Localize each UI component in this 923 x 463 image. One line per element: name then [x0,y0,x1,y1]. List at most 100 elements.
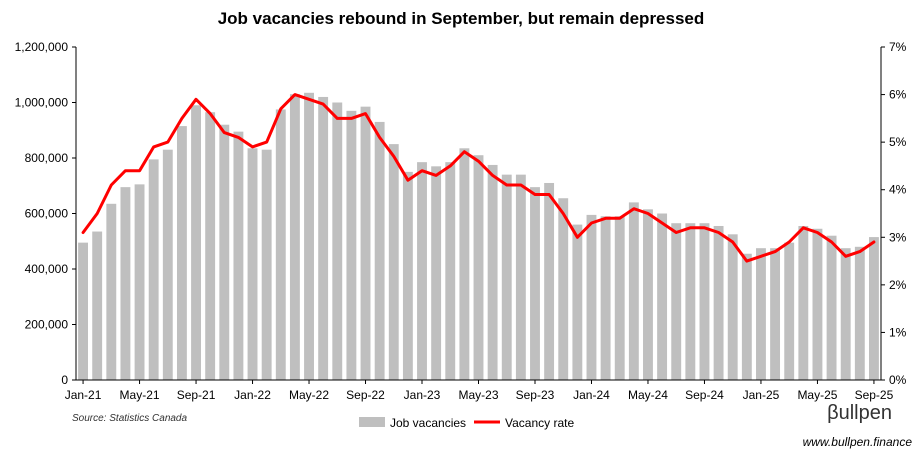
bar-jan-24 [586,214,597,380]
y-tick-label: 1,200,000 [15,40,69,54]
x-tick-label: May-22 [289,388,329,402]
x-tick-label: Jan-24 [573,388,610,402]
website-link[interactable]: www.bullpen.finance [802,435,912,449]
bar-mar-24 [614,216,625,380]
x-tick-label: Sep-25 [855,388,894,402]
bar-sep-21 [191,105,201,381]
bar-mar-21 [106,203,117,380]
bar-group [78,92,879,381]
bar-oct-23 [544,182,555,380]
bar-dec-21 [233,131,244,380]
bar-feb-21 [92,231,103,380]
x-tick-label: May-21 [120,388,160,402]
y2-tick-label: 4% [889,183,907,197]
brand-symbol: β [827,402,839,424]
axes-group: 0 200,000 400,000 600,000 800,000 1,000,000 1,… [15,40,907,402]
bar-sep-23 [530,187,540,380]
x-tick-label: Jan-25 [743,388,780,402]
bar-feb-23 [431,166,442,380]
bar-jul-22 [332,102,343,380]
x-tick-label: Sep-23 [516,388,555,402]
y2-tick-label: 6% [889,88,907,102]
bar-aug-23 [515,174,526,380]
y-tick-label: 0 [61,373,68,387]
vacancy-rate-line [81,93,876,263]
x-tick-label: Sep-22 [346,388,385,402]
bar-jan-25 [756,248,766,380]
bar-sep-24 [699,223,710,380]
y-tick-label: 400,000 [25,262,69,276]
bar-jun-22 [318,96,329,380]
source-note: Source: Statistics Canada [72,413,188,424]
bar-jul-24 [671,223,682,380]
bar-oct-22 [374,121,385,381]
bar-aug-25 [854,246,865,380]
x-tick-label: Sep-24 [685,388,724,402]
y-tick-label: 200,000 [25,318,69,332]
bar-may-23 [473,155,484,380]
brand-logo: βullpen [827,402,892,425]
bar-jun-24 [657,213,668,380]
bar-apr-24 [628,202,639,380]
bar-apr-22 [289,94,300,381]
x-tick-label: May-25 [797,388,837,402]
legend-swatch-job-vacancies [359,417,385,427]
bar-may-24 [643,209,653,380]
bar-jul-23 [501,174,512,380]
x-tick-label: Jan-22 [234,388,271,402]
bar-mar-25 [784,242,795,380]
bar-apr-23 [459,148,470,380]
bar-dec-23 [572,224,583,380]
bar-feb-24 [600,216,611,380]
y-tick-label: 1,000,000 [15,96,69,110]
bar-feb-25 [770,248,781,380]
x-tick-label: Sep-21 [177,388,216,402]
bar-jul-25 [840,248,851,380]
y2-tick-label: 2% [889,278,907,292]
bar-aug-24 [685,223,696,380]
bar-oct-24 [713,225,724,380]
x-tick-label: Jan-23 [404,388,441,402]
x-tick-label: May-24 [628,388,668,402]
y2-tick-label: 3% [889,230,907,244]
line-group [81,93,876,263]
chart-title: Job vacancies rebound in September, but … [218,9,705,28]
bar-dec-24 [741,253,752,380]
bar-may-25 [812,228,823,380]
legend-label-job-vacancies: Job vacancies [390,416,466,430]
bar-nov-23 [558,198,569,380]
bar-sep-25 [868,237,879,380]
bar-nov-21 [219,124,230,380]
y2-tick-label: 1% [889,325,907,339]
bar-oct-21 [205,112,216,381]
bar-dec-22 [402,171,413,380]
bar-jan-23 [417,162,427,380]
bar-jul-21 [162,149,173,380]
bar-may-22 [304,92,314,380]
bar-jun-25 [826,235,837,380]
x-tick-label: May-23 [458,388,498,402]
legend-label-vacancy-rate: Vacancy rate [505,416,574,430]
bar-apr-25 [798,225,809,380]
y2-tick-label: 7% [889,40,907,54]
legend: Job vacancies Vacancy rate [359,416,574,430]
bar-apr-21 [120,187,131,380]
bar-feb-22 [261,149,272,380]
bar-nov-24 [727,234,738,380]
bar-aug-21 [176,126,187,381]
bar-jun-21 [148,159,159,380]
bar-jan-22 [247,148,258,380]
y-tick-label: 800,000 [25,151,69,165]
y2-tick-label: 5% [889,135,907,149]
bar-jun-23 [487,164,498,380]
bar-jan-21 [78,242,89,380]
bar-mar-22 [275,109,286,380]
x-tick-label: Jan-21 [65,388,102,402]
bar-mar-23 [445,162,456,380]
brand-name: ullpen [838,402,892,424]
bar-aug-22 [346,110,357,380]
y-tick-label: 600,000 [25,207,69,221]
bar-may-21 [134,184,145,380]
bar-sep-22 [360,106,371,380]
